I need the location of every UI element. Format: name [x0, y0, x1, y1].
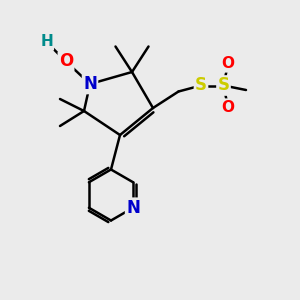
Text: N: N	[126, 199, 140, 217]
Text: O: O	[221, 100, 235, 115]
Text: S: S	[218, 76, 230, 94]
Text: H: H	[40, 34, 53, 50]
Text: O: O	[59, 52, 73, 70]
Text: N: N	[83, 75, 97, 93]
Text: S: S	[195, 76, 207, 94]
Text: O: O	[221, 56, 235, 71]
